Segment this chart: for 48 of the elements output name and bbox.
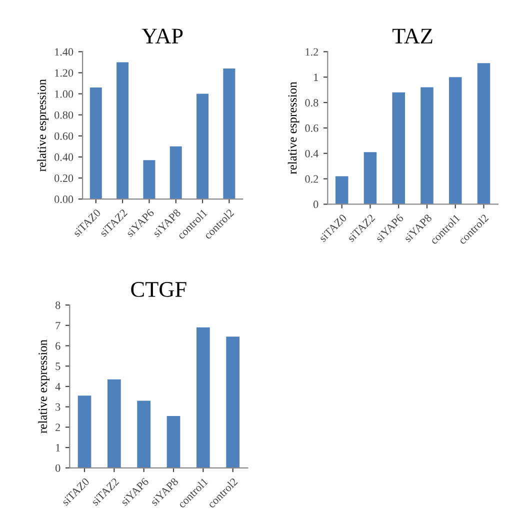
y-tick-label: 3 bbox=[56, 403, 60, 411]
y-tick-label: 0 bbox=[56, 464, 60, 472]
y-tick-label: 1.00 bbox=[55, 90, 74, 98]
bar bbox=[107, 379, 121, 468]
y-tick-label: 6 bbox=[56, 342, 60, 350]
bar bbox=[364, 152, 377, 204]
y-tick-label: 0.80 bbox=[54, 111, 74, 119]
bar bbox=[477, 63, 490, 204]
bar bbox=[90, 87, 102, 200]
bar bbox=[166, 416, 180, 468]
y-axis-title: relative expression bbox=[38, 340, 50, 434]
bar bbox=[196, 327, 210, 468]
y-tick-label: 0.8 bbox=[305, 99, 318, 107]
bar bbox=[78, 396, 92, 468]
bar bbox=[226, 336, 240, 468]
bar bbox=[420, 87, 434, 204]
bar bbox=[143, 160, 156, 200]
y-tick-label: 0.6 bbox=[305, 124, 318, 132]
bar bbox=[116, 62, 129, 200]
chart-title: YAP bbox=[142, 28, 183, 44]
bar bbox=[170, 146, 182, 200]
y-tick-label: 5 bbox=[56, 362, 60, 370]
bar bbox=[137, 400, 151, 468]
y-tick-label: 0.20 bbox=[54, 174, 74, 182]
y-tick-label: 1.40 bbox=[55, 48, 74, 56]
bar bbox=[335, 176, 348, 204]
y-tick-label: 0.60 bbox=[54, 132, 74, 140]
y-tick-label: 0.4 bbox=[305, 150, 318, 158]
chart-title: TAZ bbox=[392, 28, 432, 44]
y-tick-label: 0.2 bbox=[305, 175, 318, 183]
y-tick-label: 7 bbox=[56, 322, 60, 330]
y-axis-title: relative espression bbox=[37, 79, 49, 172]
bar bbox=[448, 77, 462, 204]
y-tick-label: 2 bbox=[56, 424, 60, 432]
y-tick-label: 4 bbox=[55, 383, 60, 390]
bar bbox=[223, 68, 236, 200]
y-tick-label: 8 bbox=[56, 301, 60, 309]
bar bbox=[392, 92, 405, 204]
y-tick-label: 0.00 bbox=[54, 196, 74, 204]
y-tick-label: 1.20 bbox=[55, 69, 74, 77]
y-tick-label: 0.40 bbox=[54, 153, 74, 161]
chart-title: CTGF bbox=[131, 282, 186, 297]
y-axis-title: relative espression bbox=[288, 82, 300, 174]
bar bbox=[196, 94, 209, 200]
y-tick-label: 1 bbox=[314, 74, 318, 81]
y-tick-label: 0 bbox=[314, 200, 318, 208]
y-tick-label: 1.2 bbox=[306, 48, 318, 56]
y-tick-label: 1 bbox=[56, 444, 60, 452]
